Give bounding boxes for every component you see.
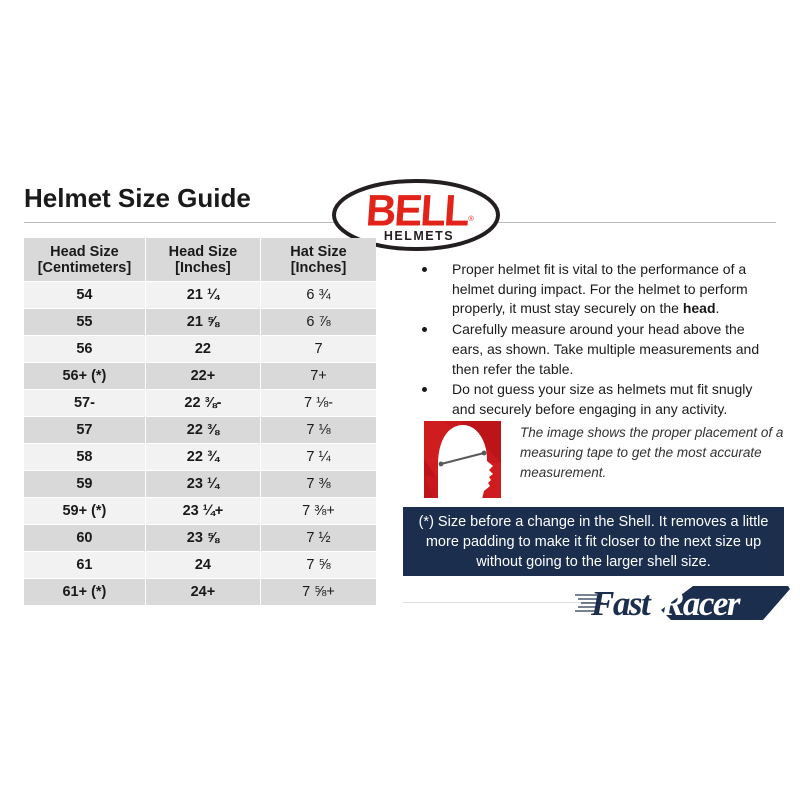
svg-text:Fast: Fast — [590, 584, 652, 622]
svg-text:Racer: Racer — [660, 584, 741, 622]
svg-text:HELMETS: HELMETS — [384, 229, 454, 243]
svg-text:®: ® — [468, 214, 474, 223]
